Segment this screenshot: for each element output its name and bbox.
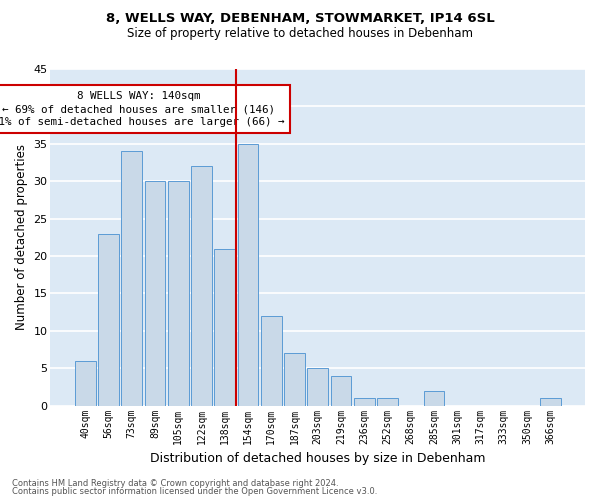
Bar [145,181,166,406]
Bar [238,144,259,406]
Text: 8 WELLS WAY: 140sqm
← 69% of detached houses are smaller (146)
31% of semi-detac: 8 WELLS WAY: 140sqm ← 69% of detached ho… [0,91,285,128]
Bar [191,166,212,406]
Bar [214,248,235,406]
Bar [307,368,328,406]
Bar [331,376,352,406]
Y-axis label: Number of detached properties: Number of detached properties [15,144,28,330]
Bar [98,234,119,406]
Text: 8, WELLS WAY, DEBENHAM, STOWMARKET, IP14 6SL: 8, WELLS WAY, DEBENHAM, STOWMARKET, IP14… [106,12,494,26]
Bar [424,390,445,406]
Text: Contains public sector information licensed under the Open Government Licence v3: Contains public sector information licen… [12,487,377,496]
Bar [168,181,188,406]
Bar [261,316,281,406]
X-axis label: Distribution of detached houses by size in Debenham: Distribution of detached houses by size … [150,452,485,465]
Bar [377,398,398,406]
Bar [121,152,142,406]
Text: Contains HM Land Registry data © Crown copyright and database right 2024.: Contains HM Land Registry data © Crown c… [12,478,338,488]
Bar [354,398,374,406]
Bar [284,354,305,406]
Text: Size of property relative to detached houses in Debenham: Size of property relative to detached ho… [127,28,473,40]
Bar [540,398,561,406]
Bar [75,361,95,406]
